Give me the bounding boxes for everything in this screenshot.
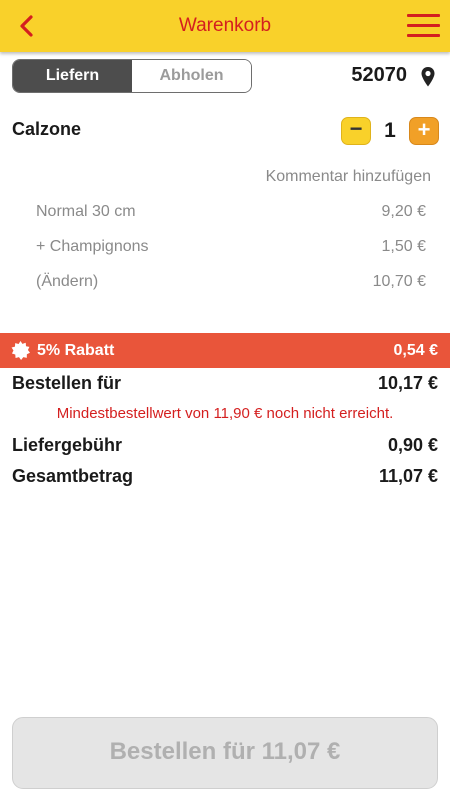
- extra-topping-price: 1,50 €: [381, 238, 426, 255]
- cart-item-name: Calzone: [12, 119, 82, 139]
- order-for-value: 10,17 €: [377, 373, 438, 393]
- page-title: Warenkorb: [178, 15, 272, 36]
- add-comment-link[interactable]: Kommentar hinzufügen: [265, 168, 431, 185]
- hamburger-menu-icon: [407, 14, 440, 17]
- item-subtotal: 10,70 €: [372, 273, 426, 290]
- decrease-quantity-button[interactable]: −: [341, 117, 371, 145]
- chevron-left-icon: [20, 15, 33, 37]
- tab-abholen[interactable]: Abholen: [132, 60, 251, 92]
- top-app-bar: Warenkorb: [0, 0, 450, 52]
- back-button[interactable]: [14, 12, 42, 40]
- item-quantity: 1: [384, 119, 396, 142]
- total-value: 11,07 €: [378, 466, 438, 486]
- total-label: Gesamtbetrag: [12, 466, 134, 486]
- menu-button[interactable]: [407, 14, 440, 38]
- delivery-fee-label: Liefergebühr: [12, 435, 123, 455]
- extra-topping-label: + Champignons: [36, 238, 149, 255]
- delivery-mode-toggle: Liefern Abholen: [12, 59, 252, 93]
- order-for-label: Bestellen für: [12, 373, 122, 393]
- size-option-label: Normal 30 cm: [36, 203, 136, 220]
- increase-quantity-button[interactable]: +: [409, 117, 439, 145]
- size-option-price: 9,20 €: [381, 203, 426, 220]
- discount-value: 0,54 €: [393, 342, 438, 359]
- delivery-fee-value: 0,90 €: [387, 435, 438, 455]
- discount-banner: 5% Rabatt 0,54 €: [0, 333, 450, 368]
- minimum-order-warning: Mindestbestellwert von 11,90 € noch nich…: [56, 405, 394, 422]
- tab-liefern[interactable]: Liefern: [13, 60, 132, 92]
- postal-code[interactable]: 52070: [351, 64, 407, 86]
- location-pin-icon[interactable]: [420, 66, 436, 88]
- discount-badge-icon: [11, 341, 30, 360]
- change-item-link[interactable]: (Ändern): [36, 273, 99, 290]
- discount-label: 5% Rabatt: [37, 342, 115, 359]
- checkout-button[interactable]: Bestellen für 11,07 €: [12, 717, 438, 789]
